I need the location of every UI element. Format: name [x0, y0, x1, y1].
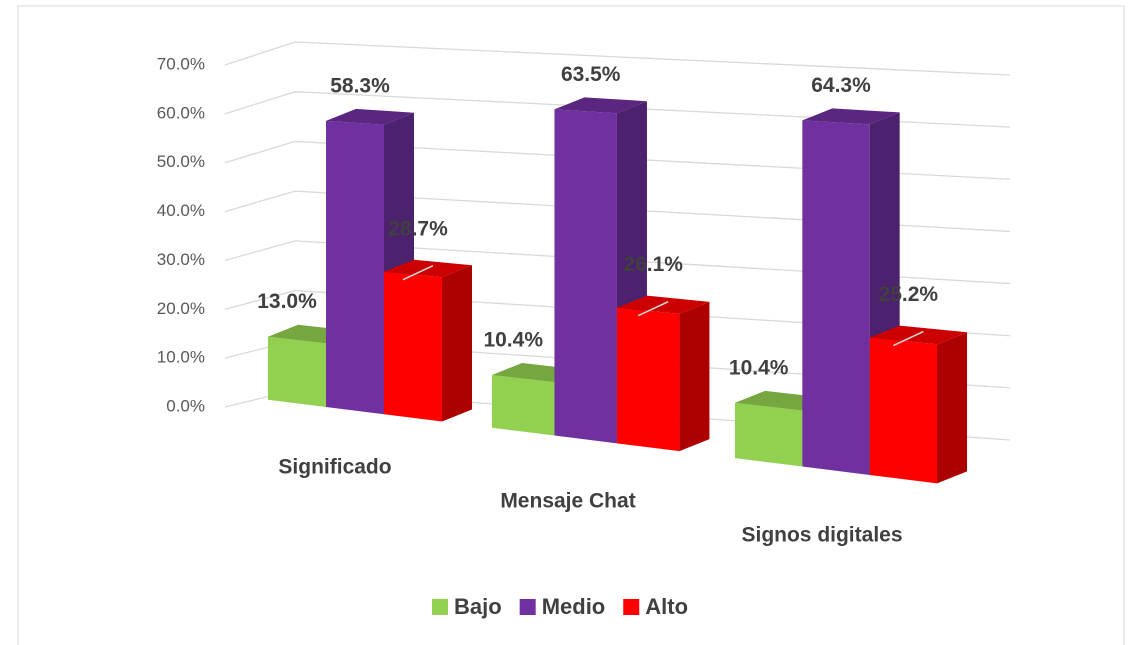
x-tick-label: Significado [278, 456, 391, 479]
legend-swatch [623, 599, 640, 615]
bar-top [554, 97, 647, 114]
bar-side [937, 332, 968, 484]
grid-line [224, 91, 1011, 128]
value-label: 10.4% [729, 356, 789, 379]
value-label: 58.3% [330, 74, 390, 97]
bar-top [802, 108, 900, 125]
y-tick-label: 20.0% [157, 299, 205, 318]
value-label: 28.7% [388, 217, 448, 240]
legend-label: Alto [645, 594, 688, 619]
y-tick-label: 40.0% [157, 201, 205, 220]
leader-line [893, 330, 924, 347]
bar-top [326, 108, 414, 125]
y-tick-label: 70.0% [157, 54, 205, 73]
bar-front [384, 271, 442, 422]
bar-front [492, 374, 555, 436]
leader-line [402, 265, 434, 281]
bar-front [616, 307, 680, 452]
value-label: 63.5% [561, 63, 621, 86]
bar-front [268, 336, 326, 407]
legend-swatch [432, 599, 448, 615]
bar-top [869, 325, 968, 345]
bar-side [679, 301, 710, 452]
grid-line [224, 41, 1011, 76]
x-tick-label: Mensaje Chat [500, 490, 635, 513]
x-tick-label: Signos digitales [741, 524, 902, 547]
bar-front [802, 120, 870, 475]
value-label: 64.3% [811, 74, 871, 97]
legend-label: Bajo [454, 594, 502, 619]
grid-line [224, 289, 1011, 337]
value-label: 13.0% [257, 290, 317, 313]
legend-swatch [519, 599, 536, 615]
bar-front [326, 120, 384, 415]
grid-line [224, 240, 1011, 285]
bar-side [442, 265, 472, 422]
legend-label: Medio [542, 594, 606, 619]
y-tick-label: 60.0% [157, 103, 205, 122]
y-tick-label: 50.0% [157, 152, 205, 171]
grid-line [224, 190, 1011, 233]
y-tick-label: 0.0% [166, 396, 205, 415]
bar-front [869, 337, 938, 484]
bar-front [735, 402, 803, 467]
grid-line [224, 140, 1011, 180]
value-label: 26.1% [623, 253, 683, 276]
y-tick-label: 30.0% [157, 250, 205, 269]
value-label: 10.4% [483, 329, 543, 352]
y-tick-label: 10.0% [157, 348, 205, 367]
leader-line [637, 300, 669, 317]
bar-front [554, 109, 617, 444]
value-label: 25.2% [879, 283, 939, 306]
